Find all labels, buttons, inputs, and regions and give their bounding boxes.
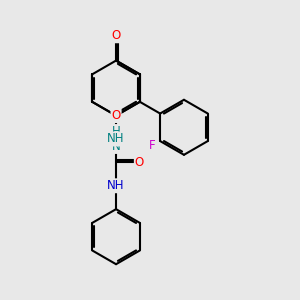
Text: O: O — [111, 109, 121, 122]
Text: O: O — [135, 156, 144, 169]
Text: NH: NH — [107, 179, 125, 192]
Text: H
N: H N — [112, 125, 120, 153]
Text: O: O — [111, 29, 121, 42]
Text: NH: NH — [107, 133, 125, 146]
Text: F: F — [148, 140, 155, 152]
